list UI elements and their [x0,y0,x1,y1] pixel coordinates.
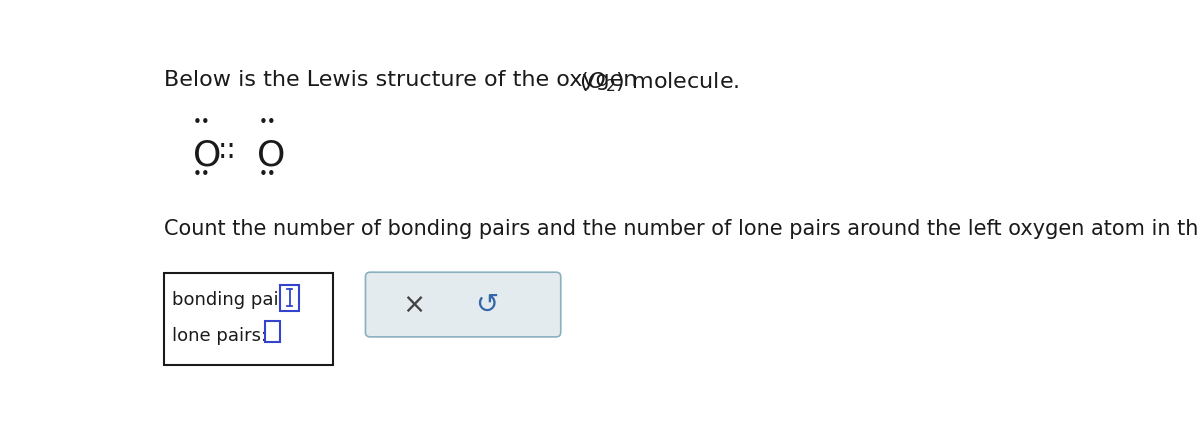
Text: ×: × [402,290,425,318]
FancyBboxPatch shape [265,322,281,342]
Text: ↺: ↺ [475,290,499,318]
FancyBboxPatch shape [164,273,332,365]
Text: lone pairs:: lone pairs: [172,327,266,345]
Text: ••: •• [193,168,210,182]
Text: Below is the Lewis structure of the oxygen: Below is the Lewis structure of the oxyg… [164,70,644,91]
Text: O: O [193,138,221,172]
Text: ::: :: [218,136,236,164]
Text: bonding pairs:: bonding pairs: [172,291,301,309]
Text: ••: •• [258,115,276,130]
FancyBboxPatch shape [281,285,299,311]
Text: O: O [257,138,286,172]
Text: ••: •• [258,168,276,182]
Text: $\left(O_2\right)$ molecule.: $\left(O_2\right)$ molecule. [578,70,739,94]
Text: ••: •• [193,115,210,130]
FancyBboxPatch shape [366,272,560,337]
Text: Count the number of bonding pairs and the number of lone pairs around the left o: Count the number of bonding pairs and th… [164,219,1200,239]
